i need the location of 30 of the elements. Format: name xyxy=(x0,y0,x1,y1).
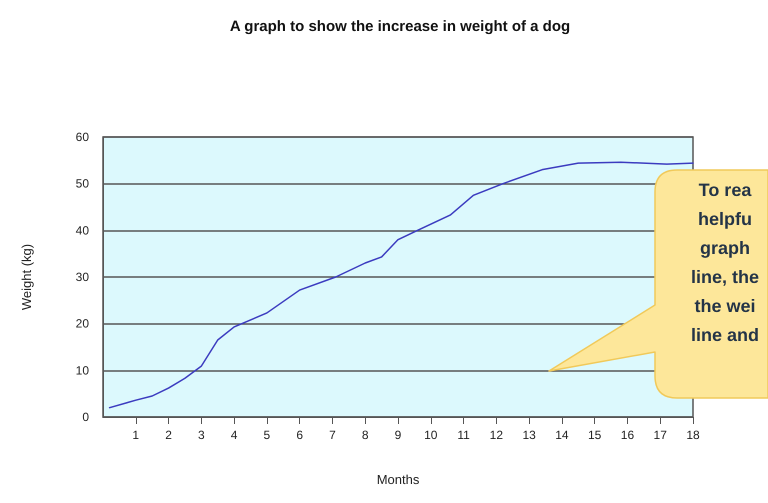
x-tick-label: 16 xyxy=(620,428,634,442)
x-axis-title: Months xyxy=(376,472,420,487)
x-tick-label: 10 xyxy=(424,428,438,442)
y-tick-label: 10 xyxy=(76,363,90,378)
x-tick-label: 11 xyxy=(457,428,470,442)
x-tick-label: 8 xyxy=(362,428,369,442)
x-tick-label: 1 xyxy=(132,428,140,442)
x-tick-label: 9 xyxy=(394,428,402,442)
y-tick-label: 60 xyxy=(76,130,90,144)
x-tick-label: 7 xyxy=(329,428,336,442)
x-tick-label: 4 xyxy=(230,428,238,442)
annotation: To rea helpfu graph line, the the wei line and xyxy=(690,179,760,347)
x-tick-label: 12 xyxy=(490,428,504,442)
x-tick-label: 18 xyxy=(686,428,700,442)
x-tick-label: 17 xyxy=(654,428,668,442)
y-axis-title: Weight (kg) xyxy=(19,244,34,310)
x-tick-label: 6 xyxy=(296,428,304,442)
y-tick-label: 30 xyxy=(76,270,90,284)
x-tick-label: 2 xyxy=(165,428,172,442)
chart-title: A graph to show the increase in weight of a dog xyxy=(230,18,570,35)
y-tick-label: 50 xyxy=(76,176,90,191)
y-tick-label: 40 xyxy=(76,223,90,238)
y-tick-label: 0 xyxy=(82,410,90,424)
y-tick-label: 20 xyxy=(76,316,90,331)
x-tick-label: 3 xyxy=(198,428,205,442)
x-tick-label: 15 xyxy=(588,428,602,442)
line-series xyxy=(108,161,694,408)
x-tick-label: 13 xyxy=(522,428,536,442)
x-tick-label: 14 xyxy=(555,428,569,442)
x-tick-label: 5 xyxy=(264,428,271,442)
